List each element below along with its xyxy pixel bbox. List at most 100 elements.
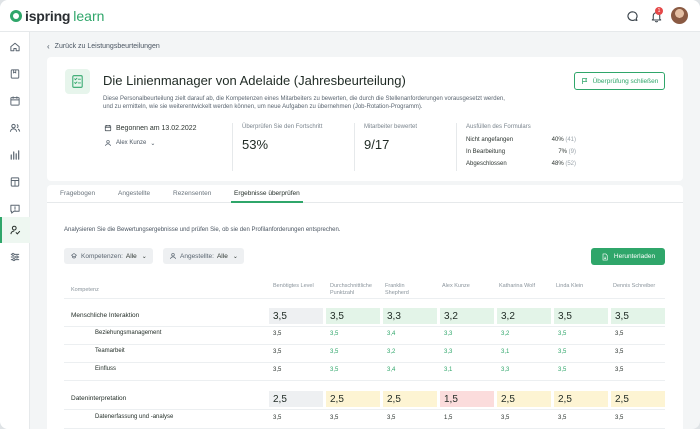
row-divider bbox=[64, 344, 665, 345]
col-header-average-score: Durchschnittliche Punktzahl bbox=[330, 283, 372, 296]
col-header-competency: Kompetenz bbox=[71, 287, 99, 293]
score-cell: 3,1 bbox=[444, 367, 453, 373]
competency-sub-row-name: Teamarbeit bbox=[95, 348, 125, 354]
performance-review-icon[interactable] bbox=[8, 223, 22, 237]
rated-value: 9/17 bbox=[364, 137, 390, 152]
score-cell: 3,5 bbox=[615, 349, 624, 355]
divider bbox=[456, 123, 457, 171]
form-row-label: In Bearbeitung bbox=[466, 149, 506, 155]
col-header-required-level: Benötigtes Level bbox=[273, 283, 314, 289]
score-cell: 3,5 bbox=[387, 415, 396, 421]
score-cell: 2,5 bbox=[326, 391, 380, 407]
competencies-filter[interactable]: Kompetenzen: Alle ⌄ bbox=[64, 248, 153, 264]
review-header-card: Die Linienmanager von Adelaide (Jahresbe… bbox=[47, 57, 683, 181]
score-cell: 2,5 bbox=[383, 391, 437, 407]
calendar-icon bbox=[104, 125, 112, 132]
score-cell: 3,3 bbox=[444, 349, 453, 355]
logo-text-light: learn bbox=[73, 8, 105, 24]
score-cell: 2,5 bbox=[554, 391, 608, 407]
score-cell: 3,5 bbox=[615, 367, 624, 373]
rated-label: Mitarbeiter bewertet bbox=[364, 124, 418, 130]
score-cell: 3,5 bbox=[330, 415, 339, 421]
chevron-down-icon: ⌄ bbox=[141, 253, 147, 260]
close-review-label: Überprüfung schließen bbox=[592, 77, 659, 85]
feedback-icon[interactable] bbox=[8, 202, 22, 216]
score-cell: 3,5 bbox=[273, 415, 282, 421]
chat-icon[interactable] bbox=[624, 8, 640, 24]
calendar-icon[interactable] bbox=[8, 94, 22, 108]
progress-label: Überprüfen Sie den Fortschritt bbox=[242, 124, 323, 130]
form-row-pct: 48% bbox=[551, 161, 564, 167]
close-review-button[interactable]: Überprüfung schließen bbox=[574, 72, 665, 90]
started-date-text: Begonnen am 13.02.2022 bbox=[116, 124, 197, 132]
score-cell: 3,2 bbox=[497, 308, 551, 324]
score-cell: 1,5 bbox=[444, 415, 453, 421]
score-cell: 2,5 bbox=[497, 391, 551, 407]
tab-questionnaire[interactable]: Fragebogen bbox=[60, 190, 96, 197]
tab-bar: Fragebogen Angestellte Rezensenten Ergeb… bbox=[47, 185, 683, 203]
score-cell: 3,5 bbox=[558, 367, 567, 373]
download-button[interactable]: Herunterladen bbox=[591, 248, 665, 265]
user-avatar[interactable] bbox=[671, 7, 688, 24]
score-cell: 3,5 bbox=[269, 308, 323, 324]
settings-sliders-icon[interactable] bbox=[8, 250, 22, 264]
results-card: Fragebogen Angestellte Rezensenten Ergeb… bbox=[47, 185, 683, 429]
reports-icon[interactable] bbox=[8, 148, 22, 162]
tab-reviewers[interactable]: Rezensenten bbox=[173, 190, 212, 197]
form-completion-label: Ausfüllen des Formulars bbox=[466, 124, 531, 130]
form-row-label: Nicht angefangen bbox=[466, 137, 514, 143]
form-row-not-started: Nicht angefangen 40% (41) bbox=[466, 137, 576, 143]
reviewer-select[interactable]: Alex Kunze ⌄ bbox=[104, 139, 155, 147]
tab-employees[interactable]: Angestellte bbox=[118, 190, 151, 197]
ispring-logo-icon bbox=[10, 10, 22, 22]
home-icon[interactable] bbox=[8, 40, 22, 54]
chevron-down-icon: ⌄ bbox=[150, 140, 156, 147]
row-divider bbox=[64, 409, 665, 410]
competency-sub-row-name: Datenerfassung und -analyse bbox=[95, 414, 174, 420]
score-cell: 3,3 bbox=[383, 308, 437, 324]
employees-filter-value: Alle bbox=[216, 252, 228, 260]
tab-review-results[interactable]: Ergebnisse überprüfen bbox=[234, 190, 300, 197]
logo[interactable]: ispring learn bbox=[10, 8, 104, 24]
file-download-icon bbox=[602, 253, 608, 260]
content-icon[interactable] bbox=[8, 67, 22, 81]
chevron-left-icon: ‹ bbox=[47, 42, 50, 51]
competency-sub-row-name: Einfluss bbox=[95, 366, 117, 372]
score-cell: 3,2 bbox=[501, 331, 510, 337]
divider bbox=[232, 123, 233, 171]
employees-filter-label: Angestellte: bbox=[180, 252, 214, 260]
person-icon bbox=[170, 253, 176, 260]
form-row-in-progress: In Bearbeitung 7% (9) bbox=[466, 149, 576, 155]
score-cell: 3,5 bbox=[615, 415, 624, 421]
score-cell: 3,5 bbox=[330, 331, 339, 337]
notification-badge: 1 bbox=[655, 7, 663, 15]
form-row-pct: 7% bbox=[558, 149, 567, 155]
competency-group-row-name: Menschliche Interaktion bbox=[71, 312, 140, 319]
score-cell: 3,1 bbox=[501, 349, 510, 355]
form-row-pct: 40% bbox=[551, 137, 564, 143]
competencies-filter-value: Alle bbox=[125, 252, 137, 260]
logo-text-bold: ispring bbox=[25, 8, 71, 24]
employees-filter[interactable]: Angestellte: Alle ⌄ bbox=[163, 248, 244, 264]
active-tab-indicator bbox=[231, 201, 303, 203]
chevron-down-icon: ⌄ bbox=[232, 253, 238, 260]
back-link[interactable]: ‹ Zurück zu Leistungsbeurteilungen bbox=[47, 42, 160, 51]
score-cell: 3,5 bbox=[558, 349, 567, 355]
review-description: Diese Personalbeurteilung zielt darauf a… bbox=[103, 96, 505, 110]
form-row-count: (41) bbox=[565, 137, 576, 143]
competency-sub-row-name: Beziehungsmanagement bbox=[95, 330, 162, 336]
score-cell: 3,2 bbox=[387, 349, 396, 355]
sidebar bbox=[0, 32, 30, 429]
score-cell: 3,5 bbox=[273, 349, 282, 355]
score-cell: 3,5 bbox=[330, 367, 339, 373]
journal-icon[interactable] bbox=[8, 175, 22, 189]
form-row-completed: Abgeschlossen 48% (52) bbox=[466, 161, 576, 167]
divider bbox=[354, 123, 355, 171]
person-icon bbox=[105, 140, 111, 147]
users-icon[interactable] bbox=[8, 121, 22, 135]
row-divider bbox=[64, 362, 665, 363]
results-intro: Analysieren Sie die Bewertungsergebnisse… bbox=[64, 227, 341, 233]
score-cell: 3,2 bbox=[440, 308, 494, 324]
score-cell: 3,4 bbox=[387, 331, 396, 337]
